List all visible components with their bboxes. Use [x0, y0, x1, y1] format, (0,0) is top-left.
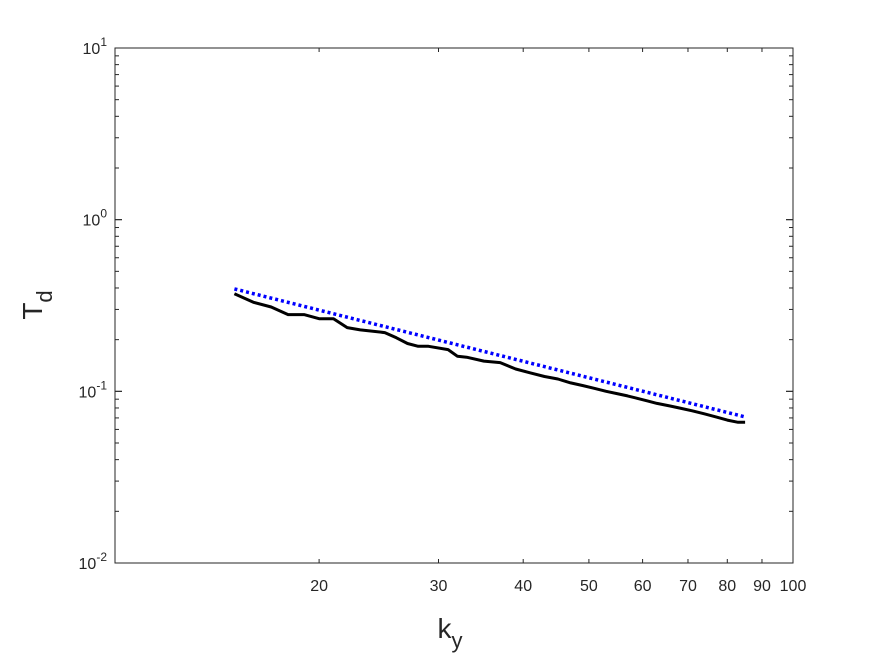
x-tick-label: 60 — [634, 578, 652, 595]
x-tick-label: 20 — [310, 578, 328, 595]
x-tick-label: 50 — [580, 578, 598, 595]
y-tick-label-exponent: 0 — [100, 207, 107, 221]
y-tick-label-exponent: -1 — [96, 378, 107, 392]
y-tick-label-exponent: 1 — [100, 35, 107, 49]
series-line-solid — [233, 292, 746, 424]
x-tick-label: 70 — [679, 578, 697, 595]
y-tick-label-exponent: -2 — [96, 550, 107, 564]
y-axis-title: Td — [17, 290, 57, 319]
axis-ticks — [114, 47, 794, 564]
y-axis-title-base: T — [17, 303, 48, 320]
plot-frame — [114, 47, 794, 564]
series-layer — [233, 287, 746, 424]
x-tick-labels: 20 30 40 50 60 70 80 90 100 — [310, 578, 806, 595]
y-tick-label: 10-1 — [79, 378, 108, 401]
y-tick-label-base: 10 — [83, 41, 101, 58]
y-tick-label: 100 — [83, 207, 108, 230]
x-tick-label: 30 — [430, 578, 448, 595]
x-tick-label: 80 — [718, 578, 736, 595]
x-tick-label: 100 — [780, 578, 807, 595]
y-tick-label-base: 10 — [79, 556, 97, 573]
y-axis-title-sub: d — [32, 290, 57, 302]
x-axis-title-base: k — [438, 613, 453, 644]
y-tick-label-base: 10 — [83, 213, 101, 230]
x-axis-title-sub: y — [452, 628, 463, 653]
series-line-dotted — [233, 287, 746, 419]
y-tick-label: 101 — [83, 35, 108, 58]
y-tick-label: 10-2 — [79, 550, 108, 573]
x-axis-title: ky — [438, 613, 463, 653]
x-tick-label: 40 — [514, 578, 532, 595]
plot-area — [115, 48, 793, 563]
x-tick-label: 90 — [753, 578, 771, 595]
y-tick-label-base: 10 — [79, 384, 97, 401]
